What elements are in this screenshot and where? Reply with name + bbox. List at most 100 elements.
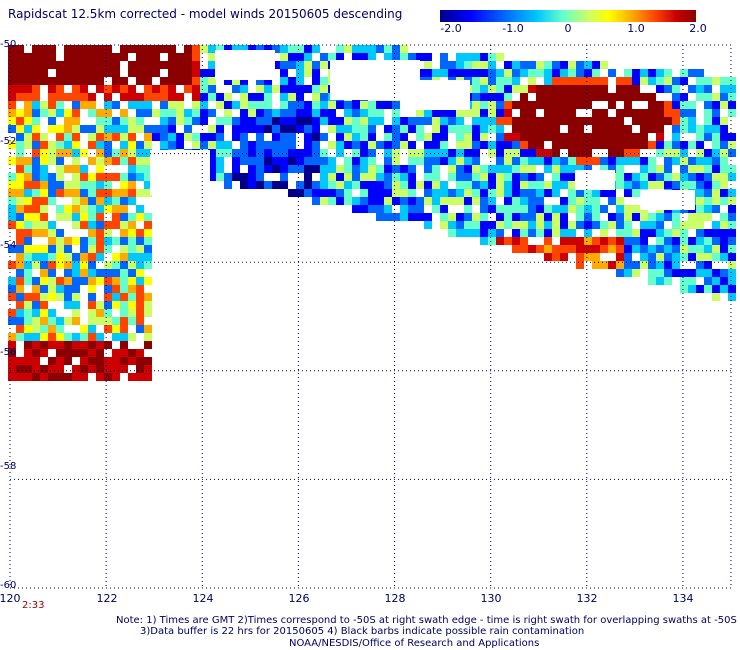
- wind-cell: [536, 117, 544, 125]
- wind-cell: [72, 181, 80, 189]
- wind-cell: [136, 269, 144, 277]
- wind-cell: [136, 45, 144, 53]
- wind-cell: [664, 237, 672, 245]
- wind-cell: [592, 245, 600, 253]
- wind-cell: [384, 189, 392, 197]
- wind-cell: [616, 125, 624, 133]
- wind-cell: [24, 373, 32, 381]
- wind-cell: [296, 165, 304, 173]
- wind-cell: [80, 221, 88, 229]
- wind-cell: [72, 341, 80, 349]
- wind-cell: [544, 125, 552, 133]
- wind-cell: [88, 229, 96, 237]
- wind-cell: [136, 125, 144, 133]
- wind-cell: [688, 85, 696, 93]
- wind-cell: [368, 149, 376, 157]
- wind-cell: [728, 165, 736, 173]
- wind-cell: [584, 205, 592, 213]
- wind-cell: [464, 69, 472, 77]
- wind-cell: [80, 333, 88, 341]
- wind-cell: [176, 69, 184, 77]
- wind-cell: [536, 93, 544, 101]
- wind-cell: [72, 301, 80, 309]
- wind-cell: [584, 157, 592, 165]
- wind-cell: [144, 237, 152, 245]
- wind-cell: [528, 61, 536, 69]
- wind-cell: [488, 93, 496, 101]
- wind-cell: [296, 117, 304, 125]
- wind-cell: [616, 221, 624, 229]
- wind-cell: [104, 325, 112, 333]
- wind-cell: [24, 277, 32, 285]
- footer-note: 3)Data buffer is 22 hrs for 20150605 4) …: [140, 626, 585, 637]
- wind-cell: [8, 93, 16, 101]
- wind-cell: [624, 69, 632, 77]
- wind-cell: [584, 85, 592, 93]
- wind-cell: [200, 77, 208, 85]
- wind-cell: [16, 253, 24, 261]
- wind-cell: [128, 317, 136, 325]
- wind-cell: [8, 221, 16, 229]
- wind-cell: [328, 189, 336, 197]
- wind-cell: [592, 93, 600, 101]
- wind-cell: [128, 221, 136, 229]
- wind-cell: [664, 109, 672, 117]
- wind-cell: [688, 213, 696, 221]
- wind-cell: [704, 85, 712, 93]
- wind-cell: [152, 53, 160, 61]
- wind-cell: [480, 165, 488, 173]
- wind-cell: [512, 213, 520, 221]
- wind-cell: [512, 181, 520, 189]
- wind-cell: [136, 77, 144, 85]
- wind-cell: [24, 341, 32, 349]
- wind-cell: [448, 165, 456, 173]
- wind-cell: [312, 101, 320, 109]
- wind-cell: [560, 237, 568, 245]
- wind-cell: [96, 253, 104, 261]
- wind-cell: [176, 141, 184, 149]
- wind-cell: [616, 245, 624, 253]
- wind-cell: [88, 69, 96, 77]
- wind-cell: [488, 141, 496, 149]
- wind-cell: [320, 165, 328, 173]
- wind-cell: [64, 357, 72, 365]
- wind-cell: [424, 109, 432, 117]
- wind-cell: [240, 45, 248, 53]
- wind-cell: [592, 205, 600, 213]
- wind-cell: [544, 69, 552, 77]
- wind-cell: [48, 109, 56, 117]
- wind-cell: [648, 101, 656, 109]
- wind-cell: [624, 101, 632, 109]
- wind-cell: [288, 189, 296, 197]
- wind-cell: [96, 309, 104, 317]
- wind-cell: [96, 229, 104, 237]
- wind-cell: [16, 325, 24, 333]
- wind-cell: [96, 341, 104, 349]
- wind-cell: [584, 117, 592, 125]
- wind-cell: [504, 197, 512, 205]
- wind-cell: [400, 53, 408, 61]
- wind-cell: [584, 213, 592, 221]
- wind-cell: [352, 205, 360, 213]
- wind-cell: [408, 189, 416, 197]
- wind-cell: [48, 245, 56, 253]
- wind-cell: [8, 189, 16, 197]
- wind-cell: [416, 109, 424, 117]
- wind-cell: [16, 237, 24, 245]
- wind-cell: [544, 149, 552, 157]
- wind-cell: [488, 237, 496, 245]
- wind-cell: [600, 165, 608, 173]
- wind-cell: [696, 229, 704, 237]
- wind-cell: [328, 157, 336, 165]
- wind-cell: [672, 149, 680, 157]
- wind-cell: [624, 85, 632, 93]
- wind-cell: [264, 77, 272, 85]
- wind-cell: [496, 181, 504, 189]
- wind-cell: [496, 141, 504, 149]
- wind-cell: [200, 117, 208, 125]
- wind-cell: [64, 189, 72, 197]
- wind-cell: [96, 213, 104, 221]
- wind-cell: [128, 101, 136, 109]
- wind-cell: [120, 45, 128, 53]
- wind-cell: [192, 101, 200, 109]
